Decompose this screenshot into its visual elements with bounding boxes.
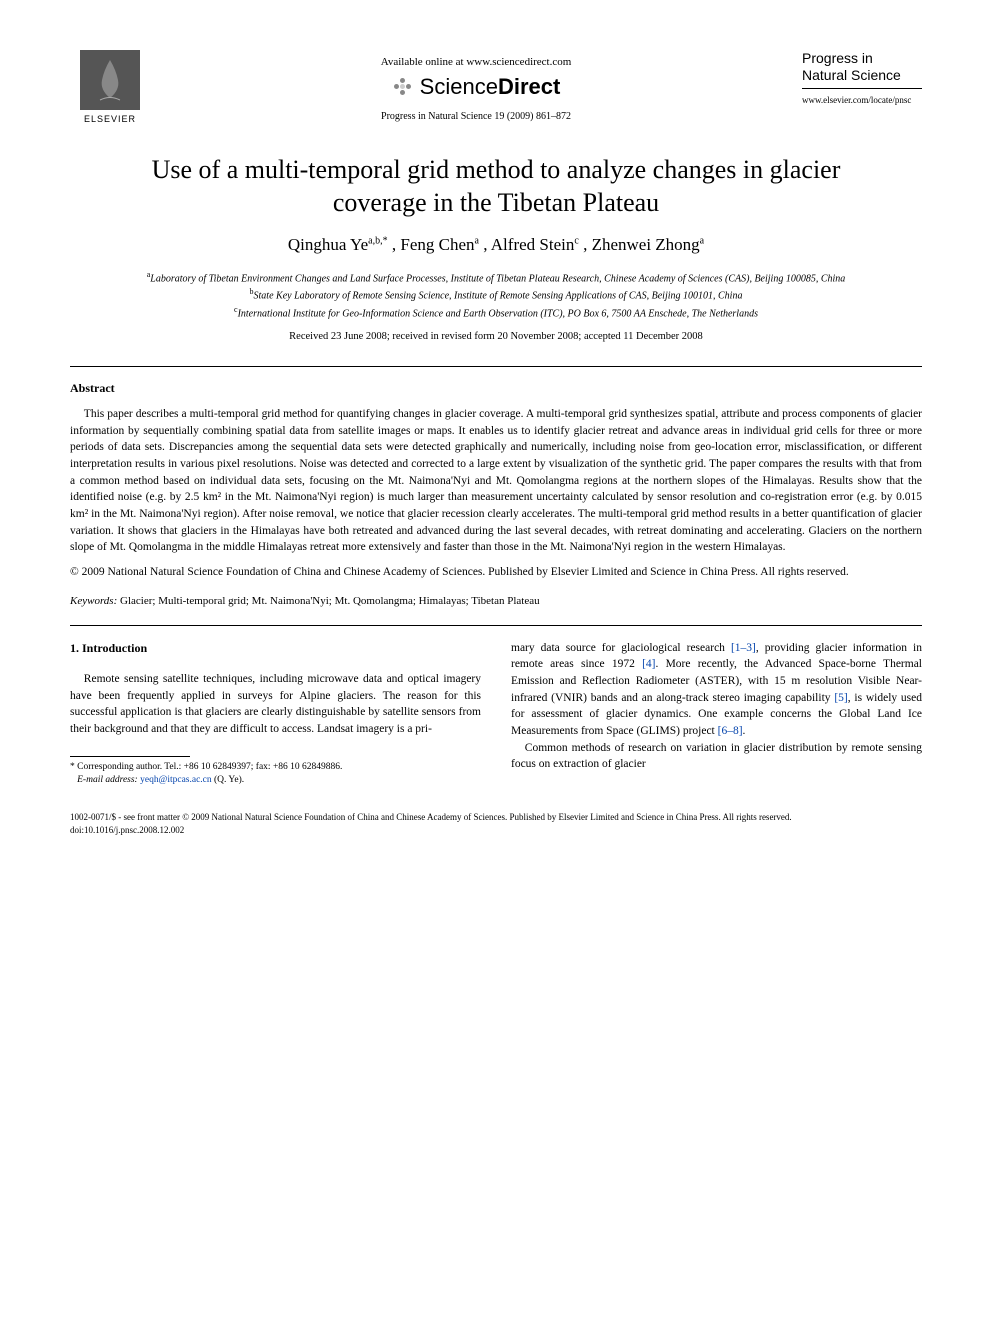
author-1: Qinghua Ye bbox=[288, 235, 368, 254]
keywords-label: Keywords: bbox=[70, 595, 117, 607]
sciencedirect-icon bbox=[392, 76, 414, 98]
journal-name-line2: Natural Science bbox=[802, 67, 922, 84]
email-suffix: (Q. Ye). bbox=[212, 775, 244, 785]
email-link[interactable]: yeqh@itpcas.ac.cn bbox=[138, 775, 212, 785]
affiliations: aLaboratory of Tibetan Environment Chang… bbox=[70, 269, 922, 321]
separator-bottom bbox=[70, 625, 922, 626]
ref-1-3[interactable]: [1–3] bbox=[731, 642, 756, 654]
journal-rule bbox=[802, 88, 922, 89]
intro-paragraph-1: Remote sensing satellite techniques, inc… bbox=[70, 671, 481, 738]
article-title: Use of a multi-temporal grid method to a… bbox=[130, 154, 862, 219]
sciencedirect-text: ScienceDirect bbox=[420, 74, 561, 100]
intro-heading: 1. Introduction bbox=[70, 640, 481, 657]
sd-bold: Direct bbox=[498, 74, 560, 99]
author-2-sup: a bbox=[475, 235, 479, 246]
author-4-sup: a bbox=[700, 235, 704, 246]
body-columns: 1. Introduction Remote sensing satellite… bbox=[70, 640, 922, 788]
article-dates: Received 23 June 2008; received in revis… bbox=[70, 331, 922, 342]
ref-6-8[interactable]: [6–8] bbox=[718, 725, 743, 737]
authors: Qinghua Yea,b,* , Feng Chena , Alfred St… bbox=[70, 235, 922, 255]
elsevier-label: ELSEVIER bbox=[84, 114, 136, 124]
footer-line2: doi:10.1016/j.pnsc.2008.12.002 bbox=[70, 824, 922, 837]
keywords-value: Glacier; Multi-temporal grid; Mt. Naimon… bbox=[117, 595, 539, 607]
keywords-line: Keywords: Glacier; Multi-temporal grid; … bbox=[70, 595, 922, 607]
intro-paragraph-2: Common methods of research on variation … bbox=[511, 740, 922, 773]
affiliation-c: cInternational Institute for Geo-Informa… bbox=[70, 304, 922, 321]
affiliation-a: aLaboratory of Tibetan Environment Chang… bbox=[70, 269, 922, 286]
author-4: , Zhenwei Zhong bbox=[583, 235, 700, 254]
elsevier-logo: ELSEVIER bbox=[70, 50, 150, 124]
affiliation-b: bState Key Laboratory of Remote Sensing … bbox=[70, 286, 922, 303]
footnote-text: Corresponding author. Tel.: +86 10 62849… bbox=[75, 762, 343, 772]
column-left: 1. Introduction Remote sensing satellite… bbox=[70, 640, 481, 788]
journal-url: www.elsevier.com/locate/pnsc bbox=[802, 95, 922, 105]
author-2: , Feng Chen bbox=[392, 235, 475, 254]
ref-4[interactable]: [4] bbox=[642, 658, 655, 670]
footer-line1: 1002-0071/$ - see front matter © 2009 Na… bbox=[70, 811, 922, 824]
author-3: , Alfred Stein bbox=[483, 235, 574, 254]
available-online-text: Available online at www.sciencedirect.co… bbox=[150, 56, 802, 68]
footnote-separator bbox=[70, 756, 190, 757]
email-label: E-mail address: bbox=[77, 775, 138, 785]
author-3-sup: c bbox=[574, 235, 578, 246]
sd-light: Science bbox=[420, 74, 498, 99]
abstract-heading: Abstract bbox=[70, 381, 922, 396]
copyright-text: © 2009 National Natural Science Foundati… bbox=[70, 564, 922, 581]
journal-citation: Progress in Natural Science 19 (2009) 86… bbox=[150, 111, 802, 122]
header-row: ELSEVIER Available online at www.science… bbox=[70, 50, 922, 124]
corresponding-footnote: * Corresponding author. Tel.: +86 10 628… bbox=[70, 761, 481, 788]
separator-top bbox=[70, 366, 922, 367]
abstract-text: This paper describes a multi-temporal gr… bbox=[70, 406, 922, 556]
sciencedirect-logo: ScienceDirect bbox=[392, 74, 561, 100]
elsevier-tree-icon bbox=[80, 50, 140, 110]
center-header: Available online at www.sciencedirect.co… bbox=[150, 50, 802, 122]
column-right: mary data source for glaciological resea… bbox=[511, 640, 922, 788]
ref-5[interactable]: [5] bbox=[834, 692, 847, 704]
journal-box: Progress in Natural Science www.elsevier… bbox=[802, 50, 922, 105]
author-1-sup: a,b,* bbox=[368, 235, 387, 246]
intro-paragraph-1-cont: mary data source for glaciological resea… bbox=[511, 640, 922, 740]
journal-name-line1: Progress in bbox=[802, 50, 922, 67]
